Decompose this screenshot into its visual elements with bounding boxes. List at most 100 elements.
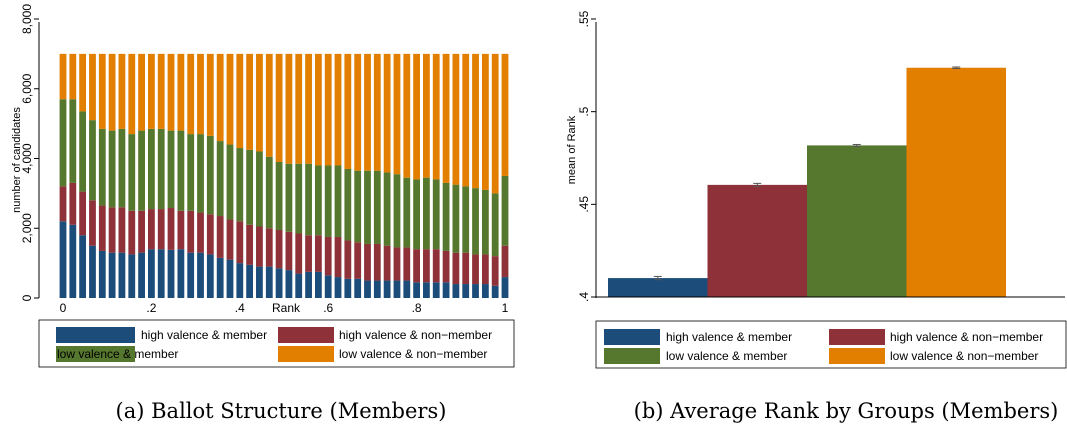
bar-a-19-s2 [246, 149, 254, 225]
bar-a-21-s2 [265, 156, 273, 229]
bar-a-0-s1 [59, 186, 67, 222]
bar-a-19-s1 [246, 224, 254, 265]
bar-a-1-s2 [69, 99, 77, 183]
chart-b-bars [608, 67, 1006, 297]
b-ytick-label-0: .4 [577, 292, 591, 302]
bar-a-41-s1 [462, 252, 470, 285]
bar-a-3-s2 [89, 120, 96, 201]
a-xtick-label-2: .4 [235, 301, 245, 315]
bar-a-38-s0 [432, 282, 440, 298]
legend-b-swatch-high-nonmember [829, 329, 885, 345]
bar-a-15-s0 [206, 254, 214, 298]
a-ytick-label-1: 2,000 [20, 213, 34, 243]
legend-a-label-high-member: high valence & member [141, 328, 267, 342]
bar-a-39-s1 [442, 250, 450, 283]
legend-b-label-high-member: high valence & member [666, 330, 792, 344]
bar-a-40-s1 [452, 252, 460, 285]
bar-a-2-s3 [79, 53, 87, 112]
bar-a-32-s3 [373, 53, 381, 171]
bar-a-2-s0 [79, 235, 87, 298]
bar-a-17-s0 [226, 259, 234, 298]
bar-a-45-s1 [501, 245, 509, 278]
bar-a-9-s0 [148, 249, 155, 298]
a-ytick-label-0: 0 [20, 294, 34, 301]
legend-a-label-low-nonmember: low valence & non−member [339, 347, 487, 361]
bar-a-1-s1 [69, 182, 77, 225]
a-ytick-label-2: 4,000 [20, 143, 34, 173]
b-ytick-label-2: .5 [577, 106, 591, 116]
chart-a-y-axis-label: number of candidates [11, 107, 23, 213]
bar-a-33-s2 [383, 172, 391, 246]
bar-a-9-s2 [148, 128, 155, 210]
bar-a-35-s2 [403, 177, 411, 248]
bar-a-13-s0 [187, 252, 195, 298]
bar-a-21-s0 [265, 266, 273, 298]
chart-a-y-ticks: 0 2,000 4,000 6,000 8,000 [20, 4, 39, 301]
legend-a-label-high-nonmember: high valence & non−member [339, 328, 492, 342]
bar-a-6-s3 [118, 53, 126, 129]
legend-b-label-low-member: low valence & member [666, 349, 787, 363]
b-ytick-label-3: .55 [577, 10, 591, 27]
chart-a-x-axis-label: Rank [272, 301, 301, 315]
bar-a-44-s0 [491, 285, 499, 298]
bar-a-22-s3 [275, 53, 283, 162]
bar-a-35-s1 [403, 247, 411, 281]
bar-a-29-s1 [344, 240, 352, 279]
bar-a-39-s3 [442, 53, 450, 183]
bar-a-23-s3 [285, 53, 293, 164]
bar-b-2 [807, 145, 907, 297]
bar-a-4-s0 [98, 250, 106, 298]
bar-a-29-s2 [344, 168, 352, 241]
bar-a-5-s3 [108, 53, 116, 131]
bar-a-22-s1 [275, 229, 283, 269]
bar-a-2-s1 [79, 191, 87, 236]
bar-a-19-s3 [246, 53, 254, 150]
bar-a-20-s1 [256, 226, 263, 267]
bar-a-41-s2 [462, 186, 470, 253]
bar-a-14-s1 [197, 212, 204, 253]
bar-a-26-s2 [314, 165, 322, 236]
bar-a-26-s0 [314, 271, 322, 298]
bar-a-25-s0 [305, 271, 312, 298]
bar-a-16-s1 [216, 216, 224, 258]
bar-a-15-s3 [206, 53, 214, 136]
bar-a-43-s3 [481, 53, 489, 190]
bar-a-14-s2 [197, 134, 204, 213]
legend-b-label-high-nonmember: high valence & non−member [890, 330, 1043, 344]
bar-b-0 [608, 278, 708, 297]
bar-a-37-s0 [423, 282, 430, 298]
bar-a-17-s1 [226, 219, 234, 260]
bar-a-25-s1 [305, 235, 312, 272]
bar-a-4-s3 [98, 53, 106, 129]
bar-a-26-s3 [314, 53, 322, 166]
bar-a-12-s0 [177, 249, 185, 298]
legend-a-swatch-high-member [56, 327, 135, 343]
chart-b: .4 .45 .5 .55 mean of Rank high valence & m… [566, 10, 1067, 423]
bar-a-18-s0 [236, 263, 244, 298]
bar-a-16-s0 [216, 257, 224, 298]
bar-a-21-s3 [265, 53, 273, 157]
a-xtick-label-1: .2 [146, 301, 156, 315]
bar-a-40-s2 [452, 184, 460, 253]
bar-a-16-s3 [216, 53, 224, 142]
bar-a-18-s2 [236, 148, 244, 222]
bar-a-25-s2 [305, 163, 312, 236]
bar-a-16-s2 [216, 141, 224, 217]
legend-b-swatch-low-member [604, 348, 660, 364]
bar-a-9-s3 [148, 53, 155, 129]
bar-a-27-s1 [324, 236, 332, 276]
bar-a-5-s1 [108, 207, 116, 253]
bar-a-24-s1 [295, 233, 303, 274]
bar-a-4-s2 [98, 128, 106, 206]
legend-a-swatch-low-nonmember [278, 346, 334, 362]
bar-a-23-s2 [285, 163, 293, 232]
chart-a: 0 2,000 4,000 6,000 8,000 0 .2 .4 .6 .8 1 number … [11, 4, 515, 423]
bar-a-38-s2 [432, 179, 440, 250]
bar-a-14-s0 [197, 252, 204, 298]
bar-a-40-s3 [452, 53, 460, 185]
bar-a-18-s3 [236, 53, 244, 149]
bar-a-40-s0 [452, 284, 460, 298]
a-xtick-label-0: 0 [60, 301, 67, 315]
bar-a-44-s3 [491, 53, 499, 194]
bar-a-7-s1 [128, 210, 136, 255]
